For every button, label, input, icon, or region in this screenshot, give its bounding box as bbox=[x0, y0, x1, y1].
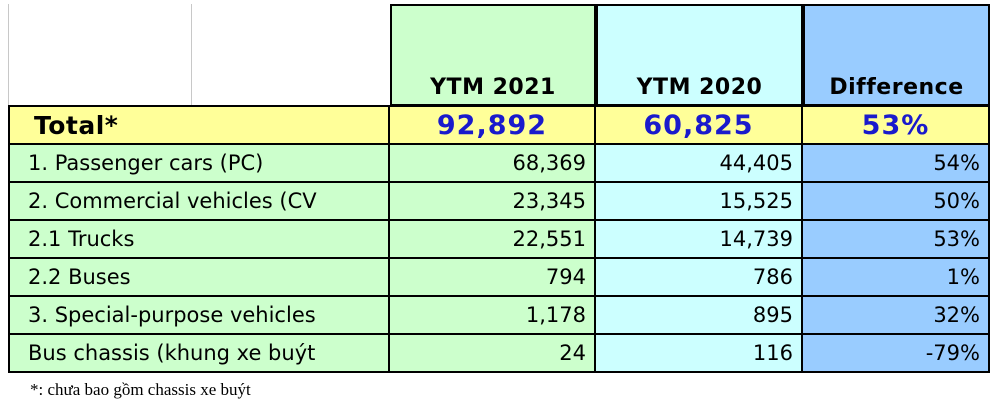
row-ytm-2020: 44,405 bbox=[596, 145, 803, 183]
row-ytm-2021: 24 bbox=[390, 335, 596, 373]
total-ytm-2020: 60,825 bbox=[596, 105, 803, 145]
row-label: 2. Commercial vehicles (CV bbox=[8, 183, 390, 221]
row-difference: 1% bbox=[803, 259, 990, 297]
row-difference: 50% bbox=[803, 183, 990, 221]
footnote: *: chưa bao gồm chassis xe buýt bbox=[30, 380, 251, 399]
row-ytm-2021: 22,551 bbox=[390, 221, 596, 259]
row-label: 2.1 Trucks bbox=[8, 221, 390, 259]
table-row: 1. Passenger cars (PC) 68,369 44,405 54% bbox=[8, 145, 990, 183]
row-difference: 32% bbox=[803, 297, 990, 335]
header-ytm-2020: YTM 2020 bbox=[596, 4, 803, 106]
header-ytm-2021: YTM 2021 bbox=[390, 4, 596, 106]
row-label: 2.2 Buses bbox=[8, 259, 390, 297]
row-difference: 53% bbox=[803, 221, 990, 259]
table-row: 2. Commercial vehicles (CV 23,345 15,525… bbox=[8, 183, 990, 221]
row-ytm-2020: 895 bbox=[596, 297, 803, 335]
header-blank-cell bbox=[8, 4, 192, 106]
total-ytm-2021: 92,892 bbox=[390, 105, 596, 145]
row-label: 3. Special-purpose vehicles bbox=[8, 297, 390, 335]
row-ytm-2021: 794 bbox=[390, 259, 596, 297]
table-row: 2.1 Trucks 22,551 14,739 53% bbox=[8, 221, 990, 259]
table-row: Bus chassis (khung xe buýt 24 116 -79% bbox=[8, 335, 990, 373]
row-ytm-2020: 15,525 bbox=[596, 183, 803, 221]
total-difference: 53% bbox=[803, 105, 990, 145]
row-ytm-2020: 116 bbox=[596, 335, 803, 373]
row-ytm-2020: 786 bbox=[596, 259, 803, 297]
total-label: Total* bbox=[8, 105, 390, 145]
row-ytm-2021: 23,345 bbox=[390, 183, 596, 221]
row-label: Bus chassis (khung xe buýt bbox=[8, 335, 390, 373]
table-row: 3. Special-purpose vehicles 1,178 895 32… bbox=[8, 297, 990, 335]
table-row: 2.2 Buses 794 786 1% bbox=[8, 259, 990, 297]
header-blank-cell bbox=[192, 4, 390, 106]
row-label: 1. Passenger cars (PC) bbox=[8, 145, 390, 183]
row-difference: 54% bbox=[803, 145, 990, 183]
row-ytm-2021: 68,369 bbox=[390, 145, 596, 183]
header-difference: Difference bbox=[803, 4, 990, 106]
row-ytm-2021: 1,178 bbox=[390, 297, 596, 335]
total-row: Total* 92,892 60,825 53% bbox=[8, 105, 990, 145]
row-difference: -79% bbox=[803, 335, 990, 373]
row-ytm-2020: 14,739 bbox=[596, 221, 803, 259]
